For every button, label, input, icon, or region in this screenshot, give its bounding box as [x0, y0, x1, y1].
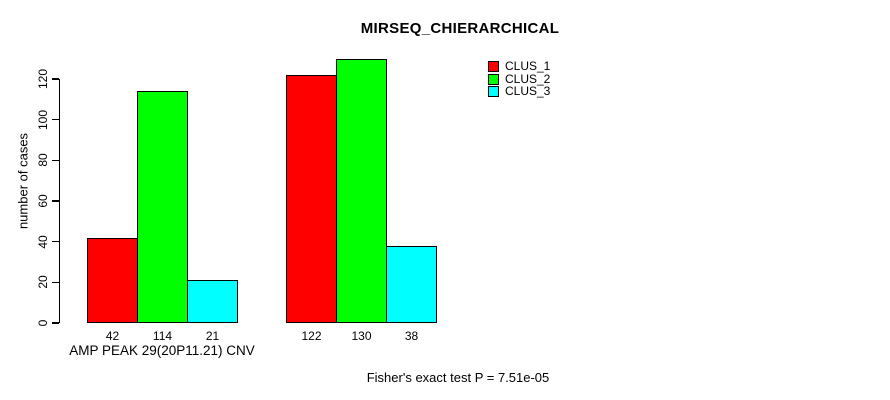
legend-item-clus_2: CLUS_2 — [488, 71, 551, 86]
y-axis-tick-label: 80 — [36, 153, 50, 168]
y-axis-tick — [52, 78, 59, 80]
bar-value-label: 130 — [351, 329, 372, 343]
y-axis-tick — [52, 200, 59, 202]
y-axis-tick-label: 20 — [36, 275, 50, 290]
y-axis-tick — [52, 119, 59, 121]
legend-label: CLUS_1 — [505, 59, 551, 73]
y-axis-tick-label: 60 — [36, 194, 50, 208]
y-axis-tick-label: 100 — [36, 109, 50, 130]
bar-value-label: 21 — [205, 329, 220, 343]
bar-clus_2-group-2 — [336, 58, 387, 323]
legend-label: CLUS_2 — [505, 71, 551, 86]
legend-item-clus_3: CLUS_3 — [488, 84, 551, 98]
y-axis-tick-label: 0 — [36, 319, 50, 327]
fisher-test-annotation: Fisher's exact test P = 7.51e-05 — [366, 370, 550, 385]
bar-value-label: 42 — [105, 329, 120, 343]
bar-clus_2-group-1 — [137, 91, 188, 323]
y-axis-tick-label: 40 — [36, 234, 50, 249]
bar-clus_1-group-1 — [87, 237, 138, 323]
y-axis-tick-label: 120 — [36, 68, 50, 90]
bar-value-label: 122 — [301, 329, 322, 343]
legend-item-clus_1: CLUS_1 — [488, 59, 551, 73]
y-axis-line — [59, 79, 61, 323]
bar-clus_3-group-1 — [187, 280, 238, 323]
y-axis-label: number of cases — [15, 132, 31, 230]
bar-value-label: 38 — [404, 329, 419, 343]
bar-clus_1-group-2 — [286, 74, 337, 323]
bar-clus_3-group-2 — [386, 245, 437, 323]
legend-swatch-clus_1 — [488, 61, 499, 72]
y-axis-tick — [52, 241, 59, 243]
legend-swatch-clus_2 — [488, 73, 499, 85]
legend: CLUS_1 CLUS_2 CLUS_3 — [488, 59, 551, 99]
y-axis-tick — [52, 322, 59, 324]
chart-title: MIRSEQ_CHIERARCHICAL — [360, 20, 560, 37]
legend-label: CLUS_3 — [505, 84, 551, 98]
y-axis-tick — [52, 159, 59, 162]
legend-swatch-clus_3 — [488, 86, 499, 97]
bar-value-label: 114 — [152, 329, 173, 343]
y-axis-tick — [52, 281, 59, 284]
x-axis-label: AMP PEAK 29(20P11.21) CNV — [69, 343, 255, 358]
